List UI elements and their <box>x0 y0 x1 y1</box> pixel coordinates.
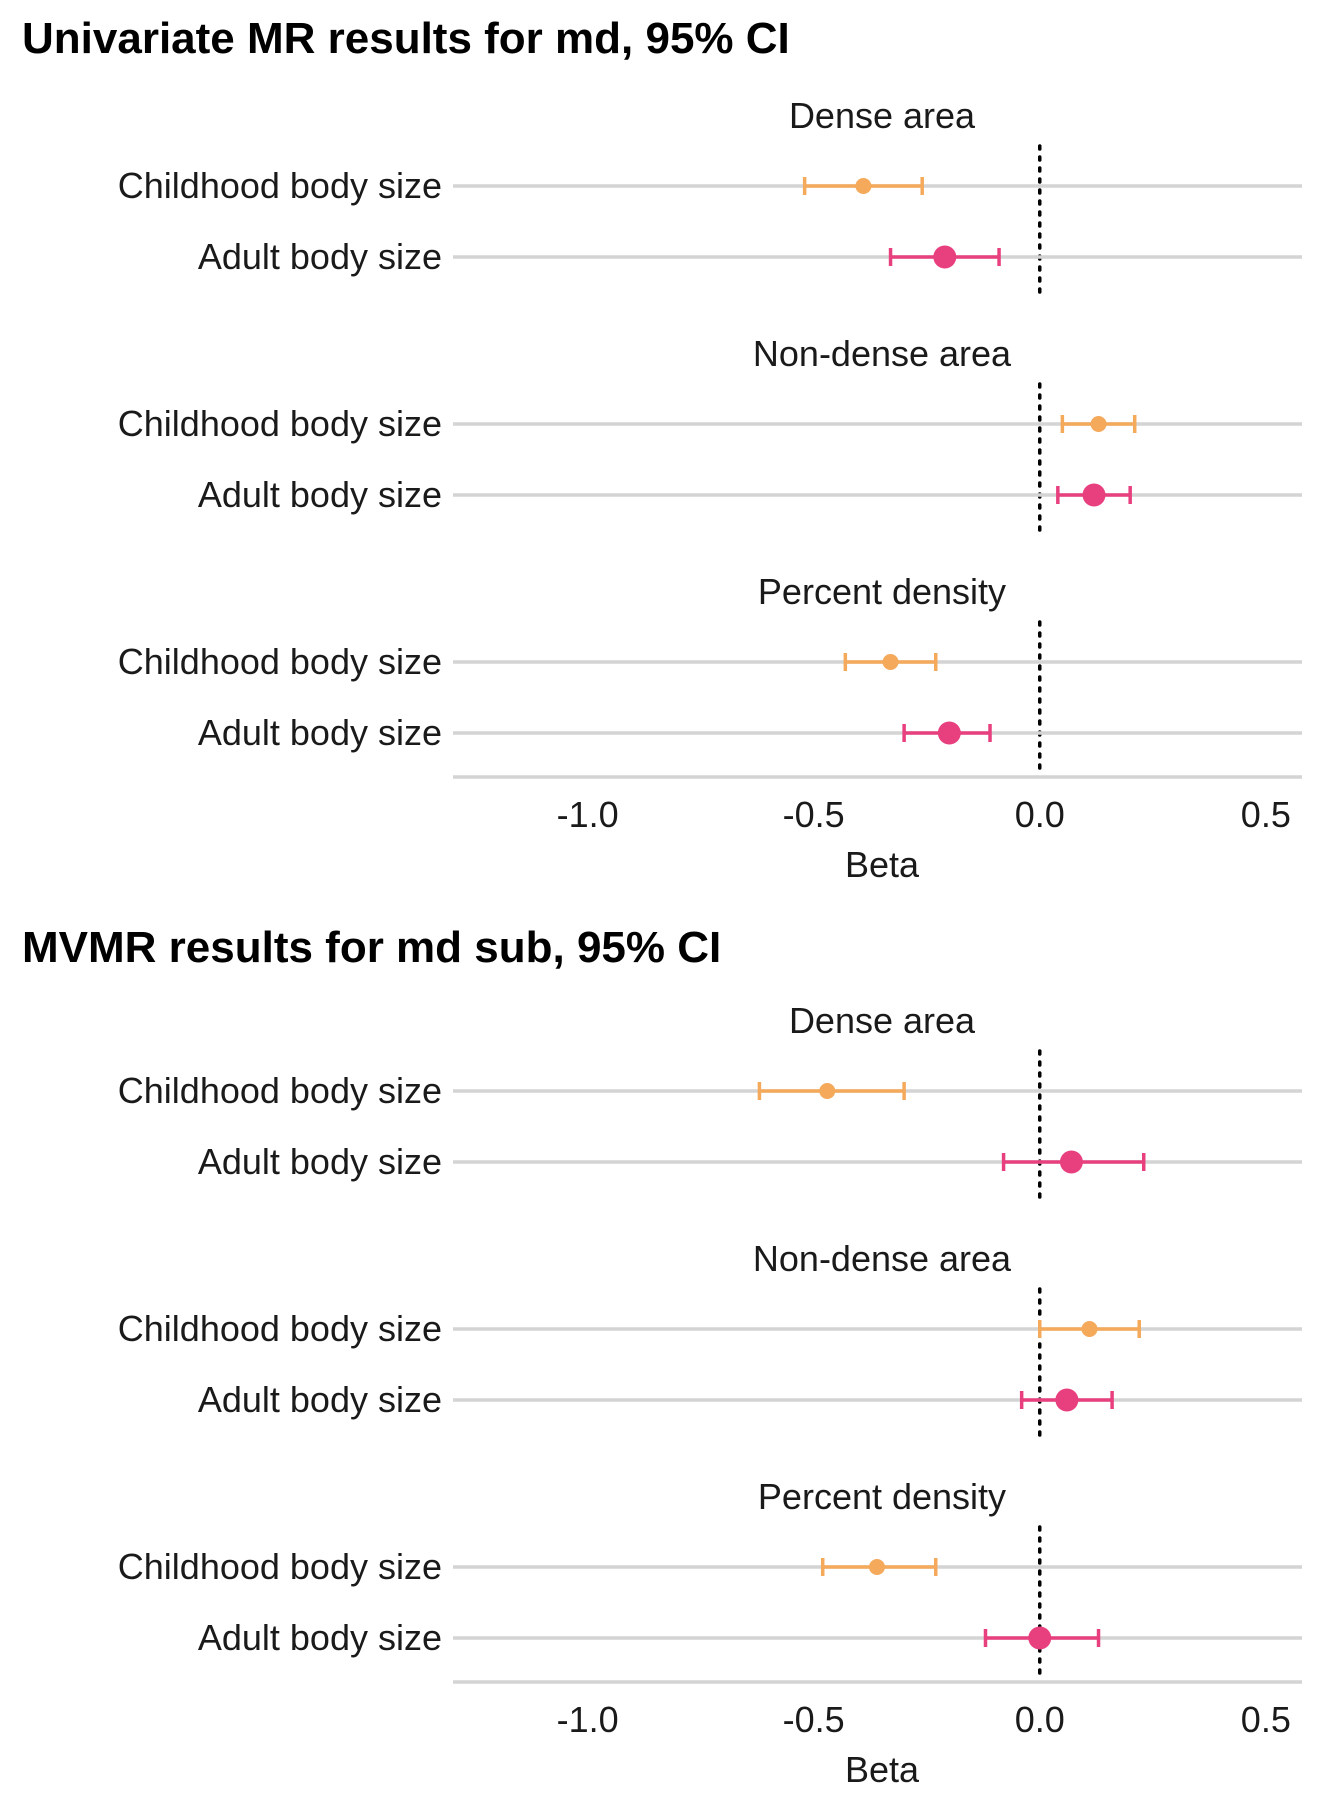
x-tick-label: -1.0 <box>557 794 619 835</box>
x-axis-title: Beta <box>845 844 920 885</box>
estimate-point <box>1082 483 1106 507</box>
estimate-point <box>855 178 872 194</box>
estimate-point <box>882 654 899 670</box>
category-label: Childhood body size <box>118 403 442 444</box>
chart-title: MVMR results for md sub, 95% CI <box>22 923 722 972</box>
category-label: Childhood body size <box>118 1070 442 1111</box>
facet-title: Dense area <box>789 95 976 136</box>
estimate-point <box>1059 1150 1083 1174</box>
category-label: Childhood body size <box>118 1546 442 1587</box>
category-label: Adult body size <box>198 236 442 277</box>
x-tick-label: -0.5 <box>783 794 845 835</box>
estimate-point <box>868 1559 885 1575</box>
x-tick-label: 0.5 <box>1241 794 1291 835</box>
estimate-point <box>1055 1388 1079 1412</box>
estimate-point <box>933 245 957 269</box>
estimate-point <box>819 1083 836 1099</box>
category-label: Adult body size <box>198 1141 442 1182</box>
facet-title: Percent density <box>758 1476 1006 1517</box>
x-tick-label: -0.5 <box>783 1699 845 1740</box>
category-label: Adult body size <box>198 1379 442 1420</box>
category-label: Childhood body size <box>118 165 442 206</box>
facet-title: Non-dense area <box>753 1238 1012 1279</box>
estimate-point <box>937 721 961 745</box>
category-label: Adult body size <box>198 474 442 515</box>
x-tick-label: 0.0 <box>1015 1699 1065 1740</box>
chart-title: Univariate MR results for md, 95% CI <box>22 14 790 63</box>
facet-title: Percent density <box>758 571 1006 612</box>
mvmr-forest-plot: Dense area Childhood body size Adult body … <box>118 1000 1302 1790</box>
facet-title: Non-dense area <box>753 333 1012 374</box>
category-label: Adult body size <box>198 1617 442 1658</box>
estimate-point <box>1028 1626 1052 1650</box>
category-label: Childhood body size <box>118 641 442 682</box>
x-axis-title: Beta <box>845 1749 920 1790</box>
category-label: Adult body size <box>198 712 442 753</box>
facet-title: Dense area <box>789 1000 976 1041</box>
x-tick-label: -1.0 <box>557 1699 619 1740</box>
x-tick-label: 0.5 <box>1241 1699 1291 1740</box>
univariate-forest-plot: Dense area Childhood body size Adult body … <box>118 95 1302 885</box>
category-label: Childhood body size <box>118 1308 442 1349</box>
estimate-point <box>1090 416 1107 432</box>
x-tick-label: 0.0 <box>1015 794 1065 835</box>
estimate-point <box>1081 1321 1098 1337</box>
